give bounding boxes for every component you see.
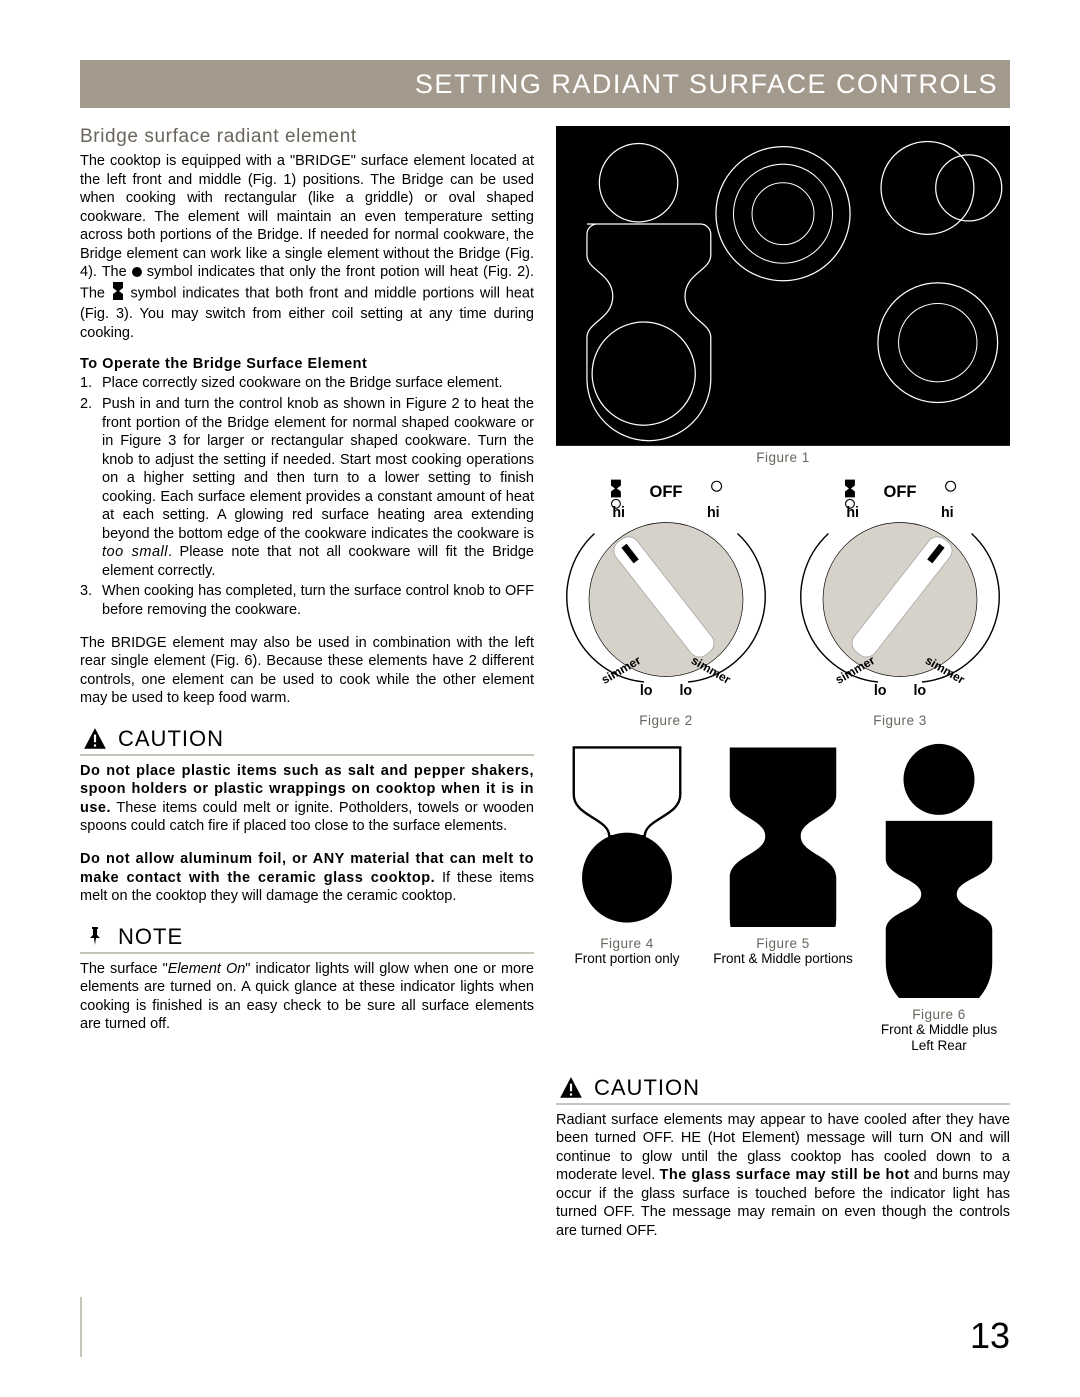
- svg-text:hi: hi: [612, 505, 625, 521]
- note-title: NOTE: [118, 924, 183, 950]
- caution-right-bold: The glass surface may still be hot: [660, 1167, 910, 1183]
- figure-3-caption: Figure 3: [790, 713, 1010, 728]
- caution-right-text: Radiant surface elements may appear to h…: [556, 1111, 1010, 1241]
- caution-bar-right: CAUTION: [556, 1071, 1010, 1105]
- intro-a: The cooktop is equipped with a "BRIDGE" …: [80, 153, 534, 280]
- knob-figure-2: OFF hi hi: [556, 473, 776, 704]
- operate-heading: To Operate the Bridge Surface Element: [80, 356, 534, 372]
- svg-text:lo: lo: [913, 683, 926, 699]
- intro-paragraph: The cooktop is equipped with a "BRIDGE" …: [80, 152, 534, 342]
- cooktop-figure: [556, 126, 1010, 446]
- caution-p2: Do not allow aluminum foil, or ANY mater…: [80, 850, 534, 906]
- caution-title-right: CAUTION: [594, 1075, 700, 1101]
- figure-6-caption: Figure 6: [868, 1007, 1010, 1022]
- pin-icon: [82, 924, 108, 950]
- svg-text:OFF: OFF: [884, 483, 917, 501]
- note-em: Element On: [168, 961, 246, 977]
- step-3: When cooking has completed, turn the sur…: [80, 582, 534, 619]
- bridge-symbol-icon: [111, 282, 125, 306]
- knob-row: OFF hi hi: [556, 473, 1010, 728]
- solid-circle-icon: [132, 267, 142, 277]
- step-1: Place correctly sized cookware on the Br…: [80, 374, 534, 393]
- shape-fig6-col: Figure 6 Front & Middle plus Left Rear: [868, 738, 1010, 1055]
- svg-text:hi: hi: [846, 505, 859, 521]
- figure-5-sub: Front & Middle portions: [712, 951, 854, 967]
- knob2-off: OFF: [650, 483, 683, 501]
- caution-p1: Do not place plastic items such as salt …: [80, 762, 534, 836]
- step-2a: Push in and turn the control knob as sho…: [102, 396, 534, 542]
- caution-title-left: CAUTION: [118, 726, 224, 752]
- svg-text:hi: hi: [707, 505, 720, 521]
- svg-text:lo: lo: [874, 683, 887, 699]
- knob-figure-3: OFF hi hi lo lo simme: [790, 473, 1010, 704]
- warning-icon: [558, 1075, 584, 1101]
- step-2: Push in and turn the control knob as sho…: [80, 395, 534, 580]
- svg-text:lo: lo: [640, 683, 653, 699]
- shape-figure-5: [712, 738, 854, 927]
- note-text: The surface "Element On" indicator light…: [80, 960, 534, 1034]
- figure-2-caption: Figure 2: [556, 713, 776, 728]
- page-number: 13: [970, 1315, 1010, 1357]
- figure-5-caption: Figure 5: [712, 936, 854, 951]
- footer-vertical-rule: [80, 1297, 82, 1357]
- content-columns: Bridge surface radiant element The cookt…: [80, 126, 1010, 1240]
- shape-fig5-col: Figure 5 Front & Middle portions: [712, 738, 854, 968]
- figure-6-sub: Front & Middle plus Left Rear: [868, 1022, 1010, 1054]
- note-a: The surface ": [80, 961, 168, 977]
- caution-p1-rest: These items could melt or ignite. Pothol…: [80, 800, 534, 835]
- shape-figure-6: [868, 738, 1010, 998]
- page-title: SETTING RADIANT SURFACE CONTROLS: [415, 69, 998, 100]
- note-bar: NOTE: [80, 920, 534, 954]
- step-2-em: too small: [102, 544, 168, 560]
- shape-figure-4: [556, 738, 698, 927]
- knob-fig3-col: OFF hi hi lo lo simme: [790, 473, 1010, 728]
- operate-steps: Place correctly sized cookware on the Br…: [80, 374, 534, 619]
- page-header-bar: SETTING RADIANT SURFACE CONTROLS: [80, 60, 1010, 108]
- section-heading: Bridge surface radiant element: [80, 126, 534, 148]
- figure-1-caption: Figure 1: [556, 450, 1010, 465]
- shape-fig4-col: Figure 4 Front portion only: [556, 738, 698, 968]
- right-column: Figure 1 OFF hi hi: [556, 126, 1010, 1240]
- figure-4-sub: Front portion only: [556, 951, 698, 967]
- figure-4-caption: Figure 4: [556, 936, 698, 951]
- combo-paragraph: The BRIDGE element may also be used in c…: [80, 634, 534, 708]
- left-column: Bridge surface radiant element The cookt…: [80, 126, 534, 1240]
- caution-bar-left: CAUTION: [80, 722, 534, 756]
- knob-fig2-col: OFF hi hi: [556, 473, 776, 728]
- svg-text:hi: hi: [941, 505, 954, 521]
- shapes-row: Figure 4 Front portion only Figure 5 Fro…: [556, 738, 1010, 1055]
- intro-c: symbol indicates that both front and mid…: [80, 285, 534, 340]
- svg-text:lo: lo: [679, 683, 692, 699]
- warning-icon: [82, 726, 108, 752]
